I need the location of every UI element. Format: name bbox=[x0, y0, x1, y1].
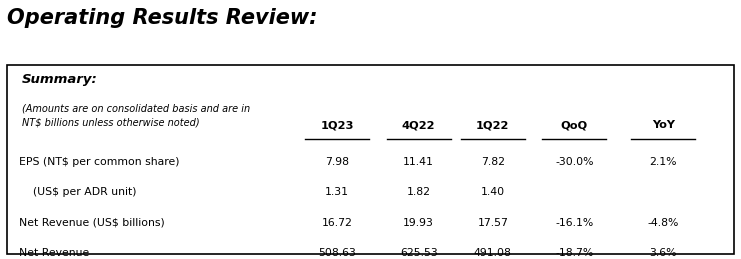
Text: 508.63: 508.63 bbox=[318, 248, 356, 258]
Text: 3.6%: 3.6% bbox=[649, 248, 677, 258]
Text: (US$ per ADR unit): (US$ per ADR unit) bbox=[19, 187, 136, 197]
Text: -30.0%: -30.0% bbox=[555, 157, 594, 167]
Text: Net Revenue: Net Revenue bbox=[19, 248, 89, 258]
Text: 11.41: 11.41 bbox=[403, 157, 434, 167]
Text: 1Q23: 1Q23 bbox=[320, 120, 354, 131]
Text: 1.31: 1.31 bbox=[325, 187, 349, 197]
Text: Net Revenue (US$ billions): Net Revenue (US$ billions) bbox=[19, 218, 165, 228]
Text: 1.40: 1.40 bbox=[481, 187, 505, 197]
Text: Summary:: Summary: bbox=[22, 73, 98, 85]
Text: (Amounts are on consolidated basis and are in
NT$ billions unless otherwise note: (Amounts are on consolidated basis and a… bbox=[22, 104, 250, 128]
Text: YoY: YoY bbox=[651, 120, 675, 131]
Text: 7.82: 7.82 bbox=[481, 157, 505, 167]
Text: -18.7%: -18.7% bbox=[555, 248, 594, 258]
FancyBboxPatch shape bbox=[7, 65, 734, 254]
Text: 19.93: 19.93 bbox=[403, 218, 434, 228]
Text: Operating Results Review:: Operating Results Review: bbox=[7, 8, 318, 28]
Text: 2.1%: 2.1% bbox=[649, 157, 677, 167]
Text: 7.98: 7.98 bbox=[325, 157, 349, 167]
Text: 4Q22: 4Q22 bbox=[402, 120, 436, 131]
Text: -4.8%: -4.8% bbox=[648, 218, 679, 228]
Text: 1Q22: 1Q22 bbox=[476, 120, 510, 131]
Text: 625.53: 625.53 bbox=[400, 248, 437, 258]
Text: QoQ: QoQ bbox=[561, 120, 588, 131]
Text: 491.08: 491.08 bbox=[473, 248, 512, 258]
Text: 17.57: 17.57 bbox=[477, 218, 508, 228]
Text: 1.82: 1.82 bbox=[407, 187, 431, 197]
Text: 16.72: 16.72 bbox=[322, 218, 353, 228]
Text: EPS (NT$ per common share): EPS (NT$ per common share) bbox=[19, 157, 179, 167]
Text: -16.1%: -16.1% bbox=[555, 218, 594, 228]
